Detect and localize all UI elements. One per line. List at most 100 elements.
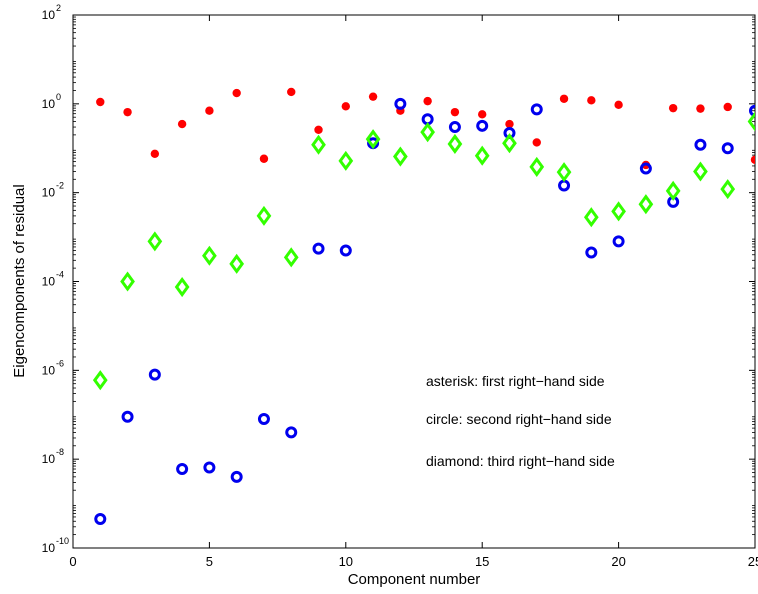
asterisk-marker (478, 110, 487, 119)
asterisk-marker (341, 102, 350, 111)
x-axis-ticks: 0 5 10 15 20 25 (69, 15, 758, 569)
annotation-circle: circle: second right−hand side (426, 411, 612, 427)
diamond-marker (120, 271, 135, 292)
diamond-marker (474, 145, 490, 166)
x-axis-label: Component number (348, 571, 481, 588)
circle-marker (94, 512, 107, 525)
circle-marker (230, 470, 243, 483)
annotation-diamond: diamond: third right−hand side (426, 453, 615, 469)
y-tick-exponent: -6 (56, 358, 64, 368)
asterisk-marker (423, 96, 432, 106)
circle-marker (585, 246, 598, 259)
circle-marker (448, 121, 461, 134)
asterisk-marker (750, 155, 755, 164)
diamond-marker (747, 111, 755, 132)
x-tick-label: 15 (475, 554, 489, 569)
circle-marker (530, 103, 543, 116)
diamond-marker (202, 245, 217, 266)
diamond-marker (638, 194, 654, 215)
circle-marker (558, 179, 571, 192)
asterisk-marker (150, 149, 160, 158)
diamond-marker (420, 122, 436, 143)
circle-marker (612, 235, 625, 248)
diamond-marker (665, 180, 681, 201)
diamond-marker (338, 150, 354, 171)
diamond-marker (147, 231, 163, 252)
y-tick-label: 10 (42, 541, 56, 555)
y-tick-exponent: -8 (56, 447, 64, 457)
circle-marker (749, 104, 755, 117)
y-tick-label: 10 (42, 452, 56, 466)
legend-annotations: asterisk: first right−hand side circle: … (426, 373, 615, 469)
circle-marker (312, 242, 325, 255)
circle-marker (121, 410, 134, 423)
data-markers (92, 87, 755, 525)
circle-marker (639, 162, 652, 175)
diamond-marker (229, 253, 245, 274)
circle-marker (394, 97, 407, 110)
circle-marker (694, 138, 707, 151)
plot-frame (72, 14, 756, 549)
y-tick-label: 10 (42, 275, 56, 289)
y-tick-exponent: 0 (56, 92, 61, 102)
circle-marker (203, 461, 216, 474)
diamond-marker (502, 133, 517, 154)
diamond-marker (365, 129, 381, 150)
y-tick-label: 10 (42, 363, 56, 377)
diamond-marker (256, 205, 272, 226)
asterisk-marker (205, 106, 214, 115)
diamond-marker (283, 247, 299, 268)
circle-marker (285, 426, 298, 439)
y-tick-exponent: -2 (56, 181, 64, 191)
y-tick-label: 10 (42, 8, 56, 22)
diamond-marker (556, 162, 572, 183)
asterisk-marker (559, 94, 569, 103)
asterisk-marker (96, 97, 105, 107)
circle-marker (176, 463, 189, 476)
asterisk-marker (259, 154, 269, 163)
diamond-marker (447, 133, 463, 154)
circle-marker (721, 142, 734, 155)
circle-marker (148, 368, 161, 381)
asterisk-marker (587, 96, 596, 105)
y-tick-exponent: 2 (56, 3, 61, 13)
asterisk-marker (177, 119, 187, 129)
x-tick-label: 5 (206, 554, 213, 569)
diamond-series (92, 111, 755, 391)
diamond-marker (92, 370, 108, 391)
diamond-marker (174, 277, 190, 298)
circle-marker (476, 119, 489, 132)
asterisk-marker (450, 107, 460, 117)
y-axis-label: Eigencomponents of residual (11, 184, 28, 377)
x-tick-label: 25 (748, 554, 758, 569)
diamond-marker (693, 161, 708, 182)
y-tick-label: 10 (42, 97, 56, 111)
asterisk-marker (123, 107, 132, 117)
asterisk-series (96, 87, 755, 170)
asterisk-marker (668, 103, 678, 113)
asterisk-marker (723, 102, 732, 112)
x-tick-label: 0 (69, 554, 76, 569)
asterisk-marker (368, 92, 378, 101)
x-tick-label: 10 (339, 554, 353, 569)
asterisk-marker (696, 104, 705, 113)
diamond-marker (311, 134, 326, 155)
circle-marker (257, 413, 270, 426)
y-tick-label: 10 (42, 186, 56, 200)
asterisk-marker (287, 87, 296, 97)
x-tick-label: 20 (611, 554, 625, 569)
annotation-asterisk: asterisk: first right−hand side (426, 373, 605, 389)
asterisk-marker (614, 100, 623, 110)
diamond-marker (392, 146, 408, 167)
asterisk-marker (232, 88, 241, 98)
y-tick-exponent: -4 (56, 270, 64, 280)
asterisk-marker (505, 119, 514, 129)
asterisk-marker (314, 125, 323, 135)
diamond-marker (529, 156, 545, 177)
diamond-marker (720, 179, 736, 200)
diamond-marker (583, 207, 599, 228)
y-tick-exponent: -10 (56, 536, 69, 546)
circle-marker (339, 244, 352, 257)
